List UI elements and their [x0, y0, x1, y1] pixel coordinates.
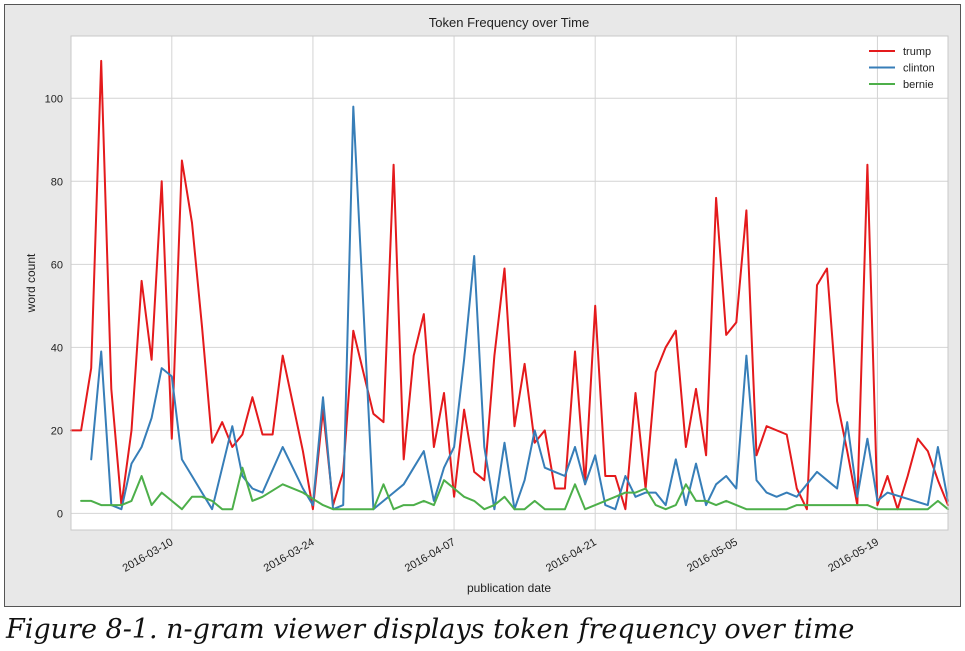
figure-caption: Figure 8-1. n-gram viewer displays token…: [6, 614, 855, 645]
plot-area: [71, 36, 948, 530]
x-tick-label: 2016-03-24: [262, 536, 317, 575]
legend-label-clinton: clinton: [903, 63, 935, 75]
y-tick-label: 100: [45, 93, 63, 105]
x-tick-label: 2016-03-10: [121, 536, 176, 575]
y-tick-labels: 0 20 40 60 80 100: [45, 93, 63, 520]
y-tick-label: 60: [51, 259, 63, 271]
figure-frame: 0 20 40 60 80 100 2016-03-10 2016-03-24 2016-04…: [4, 4, 961, 607]
legend-label-bernie: bernie: [903, 79, 934, 91]
x-tick-label: 2016-05-05: [685, 536, 740, 575]
y-tick-label: 40: [51, 342, 63, 354]
series-lines: [70, 59, 949, 511]
series-line-clinton: [90, 105, 949, 511]
x-tick-labels: 2016-03-10 2016-03-24 2016-04-07 2016-04-21…: [121, 536, 881, 575]
x-tick-label: 2016-04-21: [544, 536, 599, 575]
legend: trump clinton bernie: [869, 46, 935, 91]
y-tick-label: 20: [51, 425, 63, 437]
chart-title: Token Frequency over Time: [429, 15, 589, 30]
plot-border: [70, 35, 949, 531]
series-line-bernie: [80, 466, 949, 511]
x-tick-label: 2016-04-07: [403, 536, 458, 575]
x-tick-label: 2016-05-19: [826, 536, 881, 575]
x-axis-label: publication date: [467, 581, 551, 595]
series-line-trump: [70, 59, 949, 511]
legend-label-trump: trump: [903, 46, 931, 58]
line-chart: 0 20 40 60 80 100 2016-03-10 2016-03-24 2016-04…: [24, 15, 949, 595]
y-tick-label: 80: [51, 176, 63, 188]
y-axis-label: word count: [24, 253, 38, 313]
y-tick-label: 0: [57, 508, 63, 520]
